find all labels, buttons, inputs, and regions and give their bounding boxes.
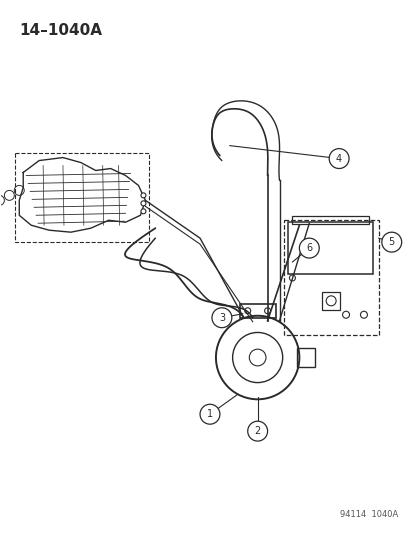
Bar xyxy=(284,220,378,335)
Bar xyxy=(15,152,149,242)
Circle shape xyxy=(328,149,348,168)
Text: 14–1040A: 14–1040A xyxy=(19,23,102,38)
Circle shape xyxy=(381,232,401,252)
Bar xyxy=(292,216,368,224)
Text: 1: 1 xyxy=(206,409,213,419)
Text: 2: 2 xyxy=(254,426,260,436)
Circle shape xyxy=(140,193,145,198)
Text: 6: 6 xyxy=(306,243,312,253)
Text: 4: 4 xyxy=(335,154,341,164)
Circle shape xyxy=(140,209,145,214)
Circle shape xyxy=(299,238,318,258)
Circle shape xyxy=(199,404,219,424)
Text: 94114  1040A: 94114 1040A xyxy=(339,510,398,519)
Bar xyxy=(239,304,275,318)
Text: 5: 5 xyxy=(388,237,394,247)
Bar xyxy=(321,292,339,310)
Bar xyxy=(288,222,372,274)
Circle shape xyxy=(211,308,231,328)
Bar xyxy=(297,348,315,367)
Circle shape xyxy=(247,421,267,441)
Circle shape xyxy=(140,201,145,206)
Text: 3: 3 xyxy=(218,313,224,323)
